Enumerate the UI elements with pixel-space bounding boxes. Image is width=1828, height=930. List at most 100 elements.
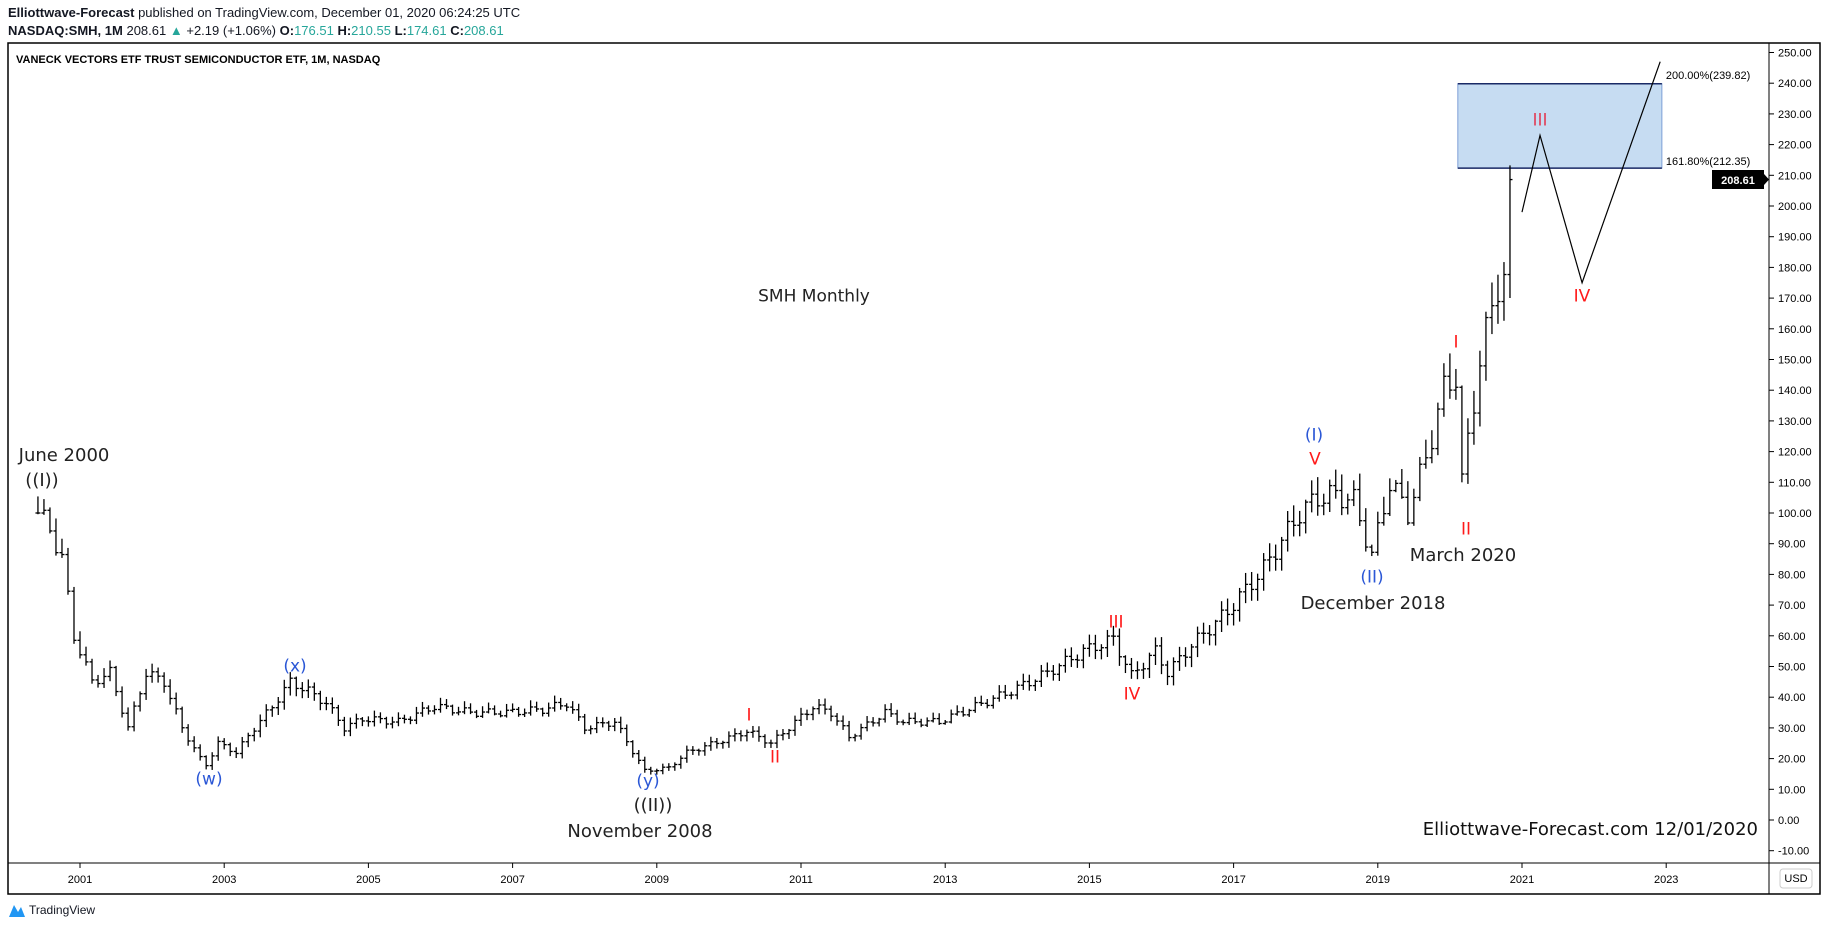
ohlc-bar [858,723,864,740]
ohlc-bar [83,646,89,666]
ohlc-bar [245,732,251,748]
ohlc-bar [371,710,377,727]
ohlc-bar [281,679,287,710]
ohlc-bar [47,507,53,534]
x-tick-label: 2021 [1510,874,1534,886]
price-axis[interactable]: -10.00 0.00 10.00 20.00 30.00 40.00 50.00 60.00… [1769,48,1812,858]
price-tag-text: 208.61 [1721,175,1755,187]
ohlc-bar [714,737,720,749]
ohlc-bar [155,667,161,683]
ohlc-bar [35,496,41,515]
ohlc-bar [1134,661,1140,680]
ohlc-bar [468,703,474,715]
ohlc-bar [131,701,137,732]
ohlc-bar [71,586,77,644]
ohlc-bar [161,672,167,693]
ohlc-bar [486,702,492,714]
ohlc-bar [1375,511,1381,556]
ohlc-bar [900,719,906,726]
ohlc-bar [293,676,299,697]
ohlc-bar [1104,629,1110,657]
y-tick-label: 240.00 [1778,78,1812,90]
ohlc-bar [389,716,395,729]
ohlc-bar [1351,480,1357,507]
ohlc-bar [59,538,65,558]
ohlc-bar [1122,655,1128,674]
wave-label-wave-1-primary: (I) [1304,425,1324,446]
ohlc-bar [1345,493,1351,515]
ohlc-bar [1056,663,1062,681]
ohlc-bar [335,704,341,726]
ohlc-bar [227,742,233,757]
tradingview-logo[interactable]: TradingView [8,902,95,918]
ohlc-bar [305,679,311,698]
y-tick-label: 60.00 [1778,631,1806,643]
ohlc-bar [534,701,540,712]
ohlc-bar [606,720,612,731]
ohlc-bar [780,729,786,741]
last-price: 208.61 [126,23,167,38]
wave-label-red-iv-2015: IV [1123,684,1141,705]
ohlc-bar [1417,456,1423,502]
ohlc-bar [828,705,834,722]
ohlc-bar [1038,664,1044,688]
wave-label-mar-2020: March 2020 [1409,545,1517,567]
ohlc-bar [948,709,954,724]
ohlc-bar [1201,622,1207,644]
ohlc-bar [263,704,269,728]
ohlc-bar [1050,665,1056,681]
ohlc-bar [504,703,510,718]
ohlc-bar [810,706,816,721]
ohlc-bar [203,755,209,770]
ohlc-bar [480,706,486,718]
ohlc-bar [840,715,846,730]
ohlc-bar [1387,478,1393,516]
high-value: 210.55 [351,23,391,38]
currency-badge[interactable]: USD [1779,868,1813,889]
wave-label-red-i-2010: I [746,705,752,726]
ohlc-bar [654,768,660,775]
ohlc-bar [41,499,47,515]
ohlc-bar [582,713,588,735]
time-axis[interactable]: 2001 2003 2005 2007 2009 2011 2013 2015 2017 2019… [68,863,1679,886]
ohlc-bar [137,691,143,712]
wave-label-wave-x: (x) [283,656,307,677]
y-tick-label: 220.00 [1778,140,1812,152]
y-tick-label: 210.00 [1778,170,1812,182]
ohlc-bar [101,668,107,688]
ohlc-bar [510,703,516,713]
x-tick-label: 2011 [789,874,813,886]
ohlc-bar [678,755,684,769]
x-tick-label: 2023 [1654,874,1678,886]
y-tick-label: 130.00 [1778,416,1812,428]
ohlc-bar [275,697,281,715]
ohlc-bar [936,713,942,725]
ohlc-bar [852,733,858,742]
open-value: 176.51 [294,23,334,38]
wave-label-dec-2018: December 2018 [1300,593,1446,615]
y-tick-label: 140.00 [1778,385,1812,397]
target-zone[interactable]: 200.00%(239.82) 161.80%(212.35) [1457,70,1750,169]
ohlc-bar [413,706,419,725]
ohlc-bar [185,724,191,746]
y-tick-label: 70.00 [1778,600,1806,612]
ohlc-bar [1062,648,1068,673]
ohlc-bar [377,712,383,724]
ohlc-bar [984,698,990,709]
ohlc-bar [1002,684,1008,700]
ohlc-bar [612,717,618,732]
ohlc-bar [1110,625,1116,646]
ohlc-bar [1098,644,1104,660]
ohlc-bar [1032,679,1038,691]
ohlc-bar [425,705,431,715]
ohlc-bar [624,724,630,747]
ohlc-bar [666,763,672,771]
ohlc-bar [834,713,840,726]
ohlc-bar [1477,350,1483,427]
ohlc-bar [744,729,750,742]
publisher-name[interactable]: Elliottwave-Forecast [8,5,135,20]
ohlc-bar [1327,479,1333,512]
ohlc-bar [1309,480,1315,513]
ohlc-bar [1008,691,1014,700]
